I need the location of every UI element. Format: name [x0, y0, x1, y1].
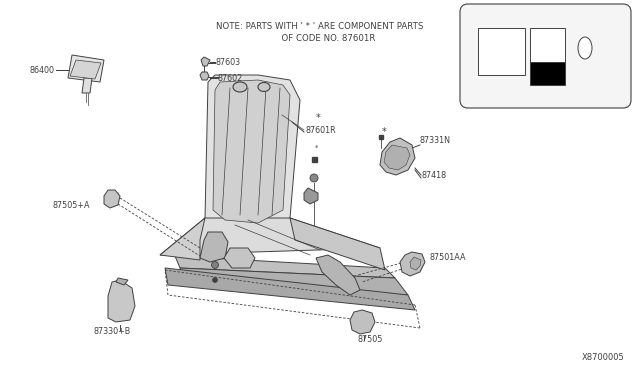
Bar — [312, 157, 317, 162]
Polygon shape — [205, 75, 300, 232]
Polygon shape — [410, 257, 421, 270]
Polygon shape — [104, 190, 120, 208]
Text: 87505+A: 87505+A — [52, 201, 90, 209]
Text: 87330+B: 87330+B — [93, 327, 131, 337]
Ellipse shape — [578, 37, 592, 59]
Polygon shape — [304, 188, 318, 204]
Ellipse shape — [233, 82, 247, 92]
Ellipse shape — [258, 83, 270, 92]
Text: 87501AA: 87501AA — [430, 253, 467, 263]
Text: 87331N: 87331N — [420, 135, 451, 144]
Polygon shape — [82, 78, 92, 93]
Polygon shape — [530, 28, 565, 62]
Polygon shape — [224, 248, 255, 268]
Text: 87603: 87603 — [215, 58, 240, 67]
Polygon shape — [290, 218, 385, 270]
Text: *: * — [382, 127, 387, 137]
Polygon shape — [180, 268, 408, 295]
Polygon shape — [108, 280, 135, 322]
Text: OF CODE NO. 87601R: OF CODE NO. 87601R — [265, 34, 375, 43]
Text: 87602: 87602 — [218, 74, 243, 83]
Polygon shape — [160, 218, 205, 260]
Polygon shape — [316, 255, 360, 295]
Polygon shape — [200, 72, 209, 80]
Ellipse shape — [212, 278, 218, 282]
Polygon shape — [116, 278, 128, 285]
Polygon shape — [380, 138, 415, 175]
Polygon shape — [213, 80, 290, 223]
Polygon shape — [201, 57, 210, 66]
Text: *: * — [316, 113, 321, 123]
Text: NOTE: PARTS WITH ' * ' ARE COMPONENT PARTS: NOTE: PARTS WITH ' * ' ARE COMPONENT PAR… — [216, 22, 424, 31]
Polygon shape — [530, 62, 565, 85]
Text: 87601R: 87601R — [305, 125, 335, 135]
Text: 87418: 87418 — [422, 170, 447, 180]
Polygon shape — [175, 256, 395, 278]
Polygon shape — [400, 252, 425, 276]
Text: 87505: 87505 — [357, 336, 383, 344]
Ellipse shape — [310, 174, 318, 182]
Polygon shape — [200, 232, 228, 262]
Polygon shape — [384, 145, 410, 170]
Polygon shape — [478, 28, 525, 75]
Bar — [379, 135, 383, 139]
Text: X8700005: X8700005 — [582, 353, 625, 362]
Text: *: * — [315, 145, 318, 151]
Polygon shape — [350, 310, 375, 334]
Polygon shape — [68, 55, 104, 82]
Polygon shape — [70, 60, 101, 79]
Polygon shape — [160, 218, 380, 255]
FancyBboxPatch shape — [460, 4, 631, 108]
Text: 86400: 86400 — [30, 65, 55, 74]
Ellipse shape — [211, 262, 218, 269]
Polygon shape — [165, 268, 415, 310]
